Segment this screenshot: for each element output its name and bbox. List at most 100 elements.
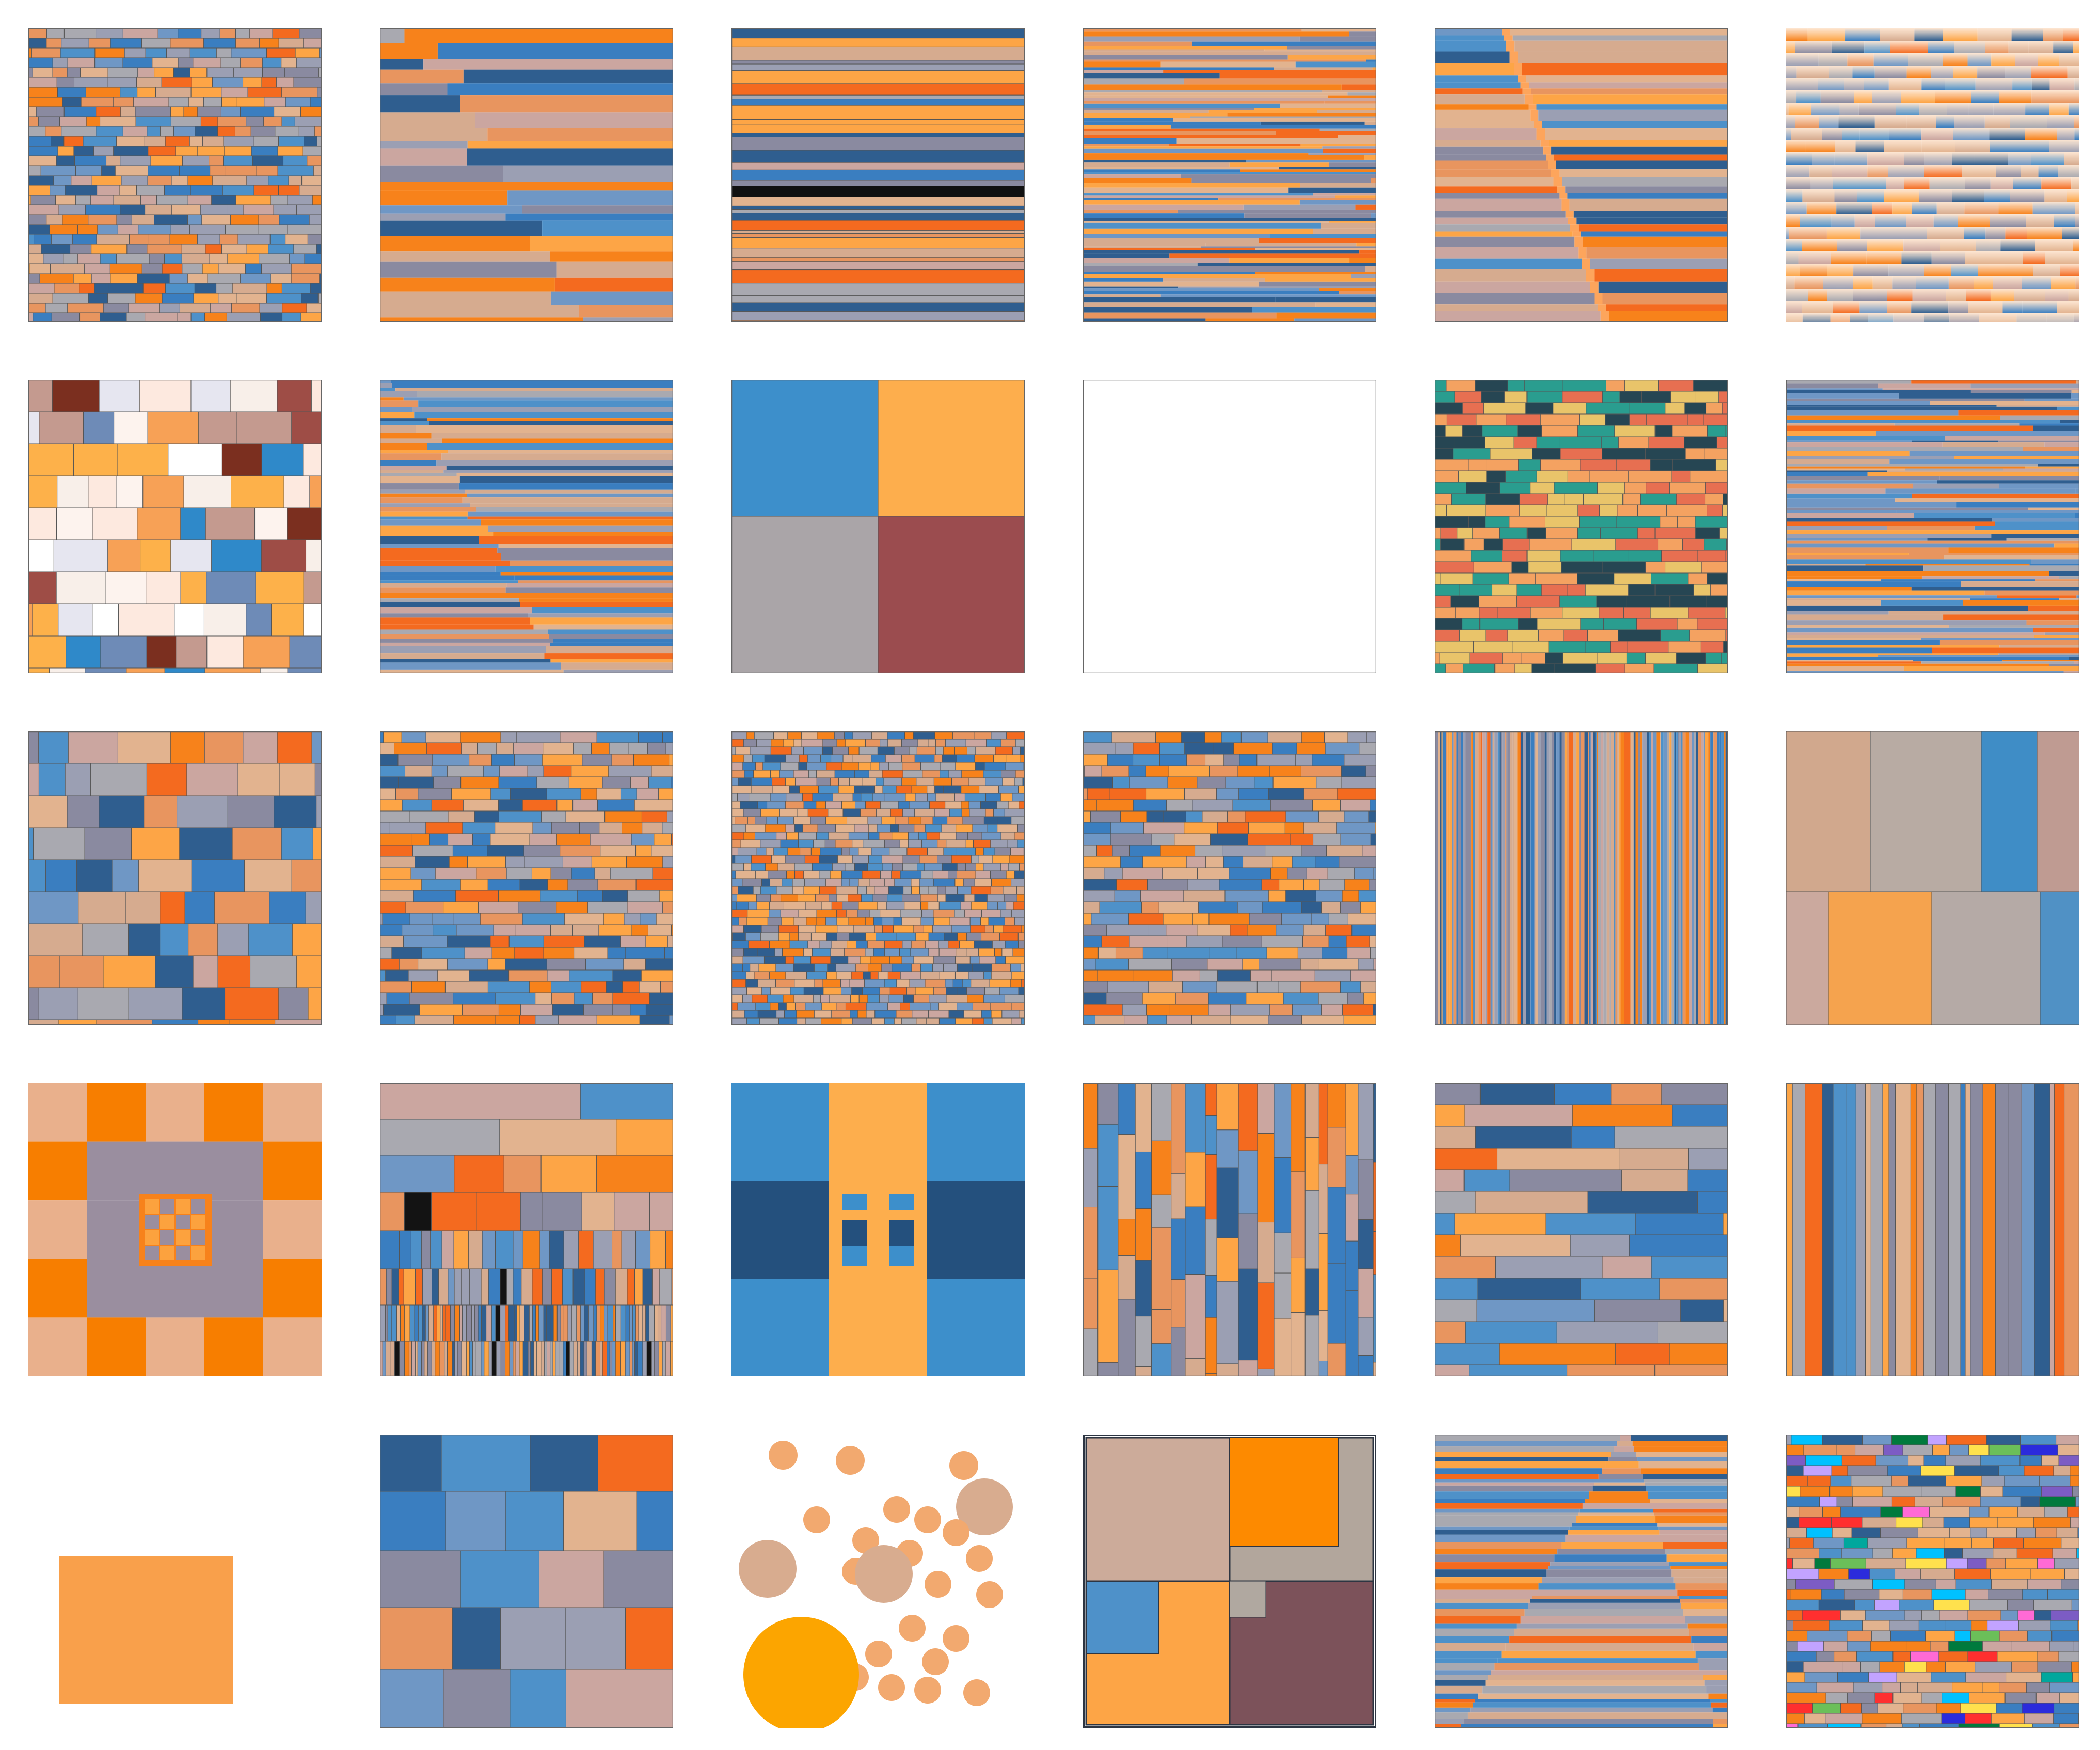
treemap-cell <box>1651 1503 1728 1509</box>
treemap-cell <box>954 793 965 802</box>
treemap-cell <box>145 1230 159 1245</box>
treemap-cell <box>1452 731 1454 1025</box>
treemap-cell <box>735 816 748 825</box>
treemap-cell <box>311 380 322 412</box>
treemap-cell <box>914 808 935 817</box>
bubble-cell <box>922 1648 949 1675</box>
treemap-cell <box>908 816 921 825</box>
treemap-cell <box>1629 1234 1728 1257</box>
bubble-cell <box>743 1617 859 1728</box>
treemap-cell <box>1435 140 1541 147</box>
treemap-cell <box>1435 448 1454 460</box>
treemap-cell <box>609 742 629 755</box>
treemap-cell <box>1786 666 1904 671</box>
treemap-cell <box>1786 600 1881 606</box>
treemap-cell <box>380 412 415 419</box>
treemap-cell <box>250 126 276 137</box>
treemap-cell <box>1786 393 1899 399</box>
treemap-cell <box>2063 671 2079 673</box>
treemap-cell <box>934 731 953 740</box>
treemap-cell <box>1596 1479 1644 1483</box>
treemap-cell <box>145 204 172 215</box>
treemap-cell <box>1463 663 1496 673</box>
treemap-cell <box>1276 924 1304 936</box>
treemap-cell <box>1502 28 1510 36</box>
treemap-cell <box>752 754 765 763</box>
treemap-cell <box>1786 401 1930 405</box>
treemap-cell <box>1786 464 2038 467</box>
treemap-cell <box>1548 160 1556 170</box>
treemap-cell <box>28 1200 87 1259</box>
treemap-cell <box>951 855 972 864</box>
treemap-cell <box>872 894 888 902</box>
treemap-cell <box>1185 810 1203 823</box>
treemap-cell <box>1355 204 1376 210</box>
treemap-tile-r2c4 <box>1083 380 1376 673</box>
treemap-cell <box>380 317 583 322</box>
treemap-cell <box>1083 92 1348 96</box>
treemap-cell <box>1300 183 1376 188</box>
treemap-cell <box>1083 128 1320 131</box>
treemap-cell <box>798 894 816 902</box>
treemap-cell <box>1083 238 1259 243</box>
treemap-cell <box>1906 214 1934 227</box>
treemap-cell <box>890 808 903 817</box>
treemap-cell <box>841 878 850 887</box>
treemap-cell <box>801 739 823 747</box>
treemap-cell <box>1986 1558 2006 1569</box>
treemap-cell <box>1914 28 1943 41</box>
treemap-cell <box>852 731 872 740</box>
bubble-cell <box>949 1451 978 1480</box>
treemap-cell <box>240 57 263 68</box>
treemap-cell <box>819 940 832 949</box>
treemap-cell <box>1949 313 1979 322</box>
treemap-cell <box>945 801 962 809</box>
treemap-cell <box>565 1669 673 1728</box>
treemap-cell <box>1261 879 1280 891</box>
treemap-cell <box>211 539 262 572</box>
treemap-cell <box>572 1268 585 1306</box>
treemap-cell <box>1786 276 1795 289</box>
treemap-cell <box>1556 1321 1658 1344</box>
treemap-cell <box>584 935 621 948</box>
treemap-cell <box>188 923 218 956</box>
treemap-cell <box>1904 1661 1927 1673</box>
treemap-cell <box>928 932 945 941</box>
treemap-cell <box>462 1304 467 1342</box>
treemap-tile-r2c5 <box>1435 380 1728 673</box>
treemap-cell <box>1269 234 1376 238</box>
treemap-cell <box>662 901 673 914</box>
treemap-cell <box>984 762 1006 771</box>
treemap-cell <box>995 956 1006 964</box>
treemap-cell <box>148 165 180 176</box>
treemap-cell <box>425 1304 429 1342</box>
treemap-cell <box>179 827 233 860</box>
treemap-cell <box>1435 1650 1502 1659</box>
treemap-cell <box>516 731 561 743</box>
treemap-cell <box>974 894 988 902</box>
treemap-cell <box>797 1017 806 1025</box>
treemap-cell <box>920 917 934 926</box>
treemap-cell <box>409 1304 415 1342</box>
treemap-cell <box>535 1015 559 1025</box>
treemap-cell <box>1545 1213 1636 1235</box>
treemap-cell <box>541 1341 545 1376</box>
treemap-cell <box>821 901 832 910</box>
treemap-cell <box>1219 879 1262 891</box>
treemap-cell <box>628 742 648 755</box>
treemap-cell <box>1171 958 1208 971</box>
treemap-cell <box>1658 1526 1728 1530</box>
treemap-cell <box>2000 239 2035 251</box>
treemap-cell <box>1791 53 1819 66</box>
treemap-cell <box>126 244 148 254</box>
treemap-cell <box>886 901 905 910</box>
treemap-cell <box>1300 144 1376 147</box>
treemap-cell <box>842 808 861 817</box>
treemap-cell <box>395 1015 415 1025</box>
treemap-cell <box>114 411 148 444</box>
treemap-cell <box>1677 731 1679 1025</box>
treemap-cell <box>508 935 544 948</box>
treemap-cell <box>591 1341 596 1376</box>
treemap-cell <box>793 739 802 747</box>
